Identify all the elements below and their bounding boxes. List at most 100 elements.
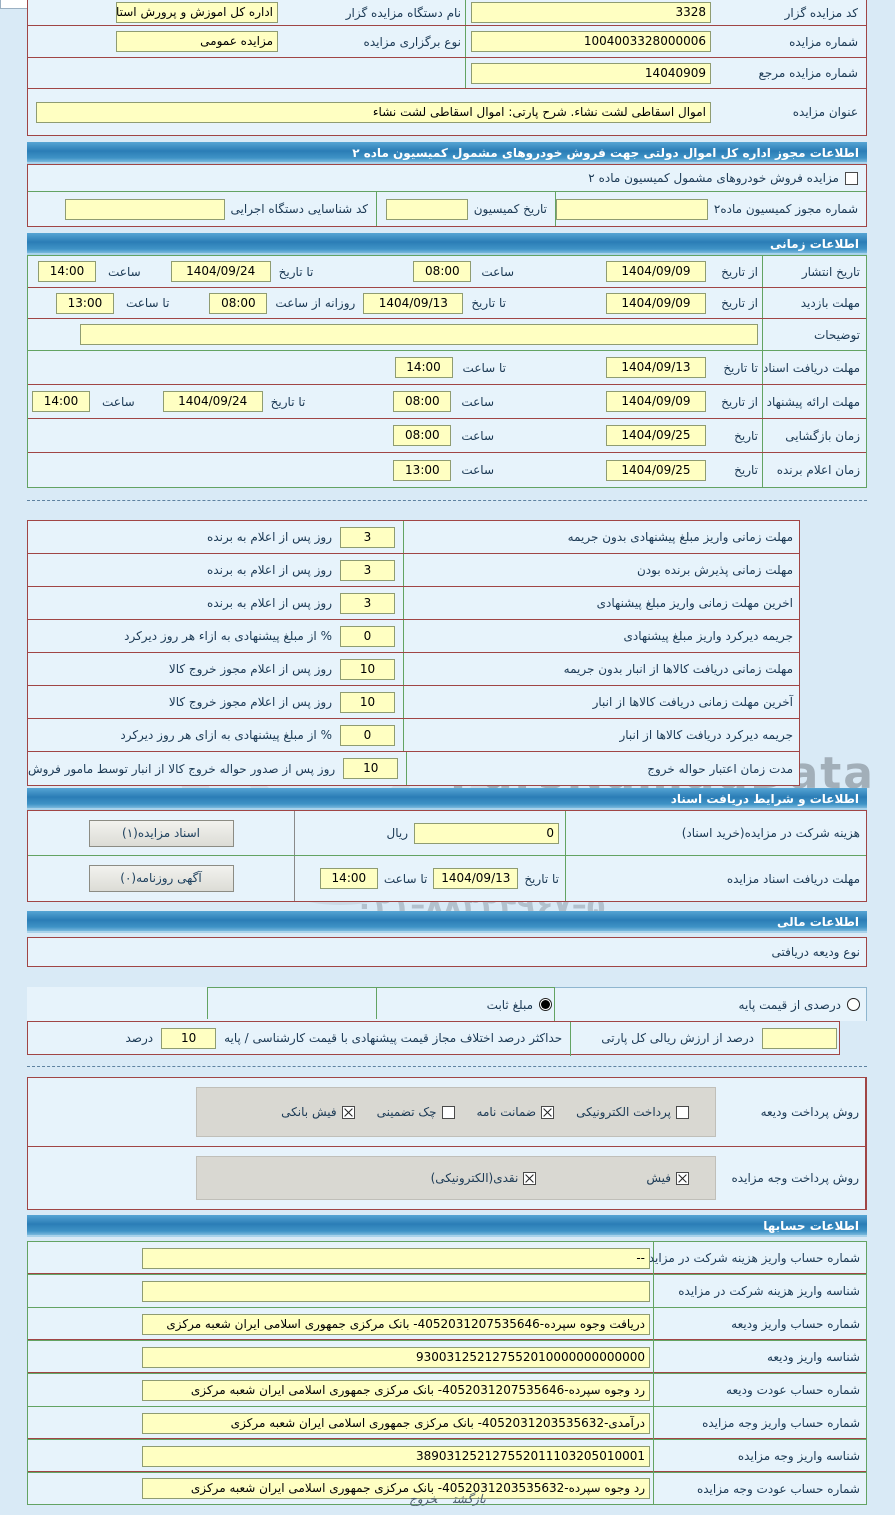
- publish-hour1-label: ساعت: [481, 264, 514, 279]
- winner-hour-input[interactable]: 13:00: [393, 459, 452, 481]
- auction-title-input[interactable]: اموال اسقاطی لشت نشاء. شرح پارتی: اموال …: [36, 101, 711, 123]
- auction-payment-panel: فیش نقدی(الکترونیکی): [196, 1156, 716, 1200]
- description-input[interactable]: [80, 324, 758, 345]
- commission-date-input[interactable]: [385, 198, 468, 220]
- account-label: شناسه واریز هزینه شرکت در مزایده: [653, 1275, 866, 1307]
- cash-electronic-checkbox[interactable]: [523, 1171, 537, 1185]
- offer-hour2-label: ساعت: [102, 394, 135, 409]
- back-link[interactable]: بازگشت: [453, 1492, 486, 1506]
- auction-number-input[interactable]: 1004003328000006: [471, 31, 711, 52]
- permit-checkbox-row: مزایده فروش خودروهای مشمول کمیسیون ماده …: [28, 165, 866, 192]
- electronic-payment-label: پرداخت الکترونیکی: [576, 1105, 671, 1119]
- reference-number-input[interactable]: 14040909: [471, 62, 711, 84]
- docs-deadline-date-input[interactable]: 1404/09/13: [606, 357, 706, 378]
- time-table: تاریخ انتشار از تاریخ 1404/09/09 ساعت 08…: [27, 255, 867, 351]
- guarantee-letter-checkbox[interactable]: [541, 1105, 555, 1119]
- publish-hour1-input[interactable]: 08:00: [413, 261, 472, 282]
- max-diff-input[interactable]: 10: [161, 1027, 217, 1049]
- bank-slip-checkbox[interactable]: [341, 1105, 355, 1119]
- visit-from-date-input[interactable]: 1404/09/09: [606, 292, 706, 314]
- auction-documents-button[interactable]: اسناد مزایده(۱): [88, 819, 234, 847]
- deadline-input[interactable]: 3: [340, 559, 395, 581]
- table-row: شناسه واریز وجه مزایده 38903125212755201…: [27, 1439, 867, 1472]
- deadline-input[interactable]: 10: [340, 658, 395, 680]
- percent-of-total-input[interactable]: [762, 1027, 837, 1049]
- publish-from-date-input[interactable]: 1404/09/09: [606, 261, 706, 282]
- section-header-docs: اطلاعات و شرایط دریافت اسناد: [27, 788, 867, 810]
- winner-row: زمان اعلام برنده تاریخ 1404/09/25 ساعت 1…: [28, 453, 866, 487]
- table-row: اخرین مهلت زمانی واریز مبلغ پیشنهادی 3 رو…: [28, 587, 799, 620]
- time-table-2: مهلت دریافت اسناد تا تاریخ 1404/09/13 تا…: [27, 351, 867, 488]
- offer-to-date-input[interactable]: 1404/09/24: [162, 391, 263, 412]
- deadline-input[interactable]: 3: [340, 526, 395, 548]
- opening-hour-input[interactable]: 08:00: [393, 425, 452, 446]
- account-input[interactable]: 389031252127552011103205010001: [142, 1445, 650, 1467]
- docs-deadline-hour-input[interactable]: 14:00: [394, 357, 453, 378]
- account-input[interactable]: رد وجوه سپرده-4052031207535646- بانک مرک…: [142, 1379, 650, 1401]
- account-input[interactable]: دریافت وجوه سپرده-4052031207535646- بانک…: [142, 1313, 650, 1335]
- permit-number-input[interactable]: [556, 198, 708, 220]
- electronic-payment-checkbox[interactable]: [676, 1105, 689, 1119]
- deadline-input[interactable]: 10: [343, 758, 399, 779]
- deadline-suffix: روز پس از اعلام به برنده: [207, 596, 332, 610]
- fixed-amount-radio[interactable]: [539, 998, 552, 1011]
- docs-deadline2-label: مهلت دریافت اسناد مزایده: [726, 871, 860, 886]
- visit-until-hour-input[interactable]: 13:00: [55, 292, 114, 314]
- account-input[interactable]: رد وجوه سپرده-4052031203535632- بانک مرک…: [142, 1478, 650, 1499]
- auction-header-table: کد مزایده گزار 3328 نام دستگاه مزایده گز…: [27, 0, 867, 136]
- account-input[interactable]: [142, 1280, 650, 1302]
- deadline-input[interactable]: 10: [340, 691, 395, 713]
- deadline-label: مدت زمان اعتبار حواله خروج: [406, 752, 799, 785]
- publish-row: تاریخ انتشار از تاریخ 1404/09/09 ساعت 08…: [28, 256, 866, 288]
- visit-until-label: تا ساعت: [125, 296, 170, 310]
- slip-checkbox[interactable]: [676, 1171, 689, 1185]
- commission-auction-checkbox[interactable]: [845, 171, 858, 185]
- docs-deadline2-date-input[interactable]: 1404/09/13: [433, 868, 519, 889]
- newspaper-ad-button[interactable]: آگهی روزنامه(۰): [88, 865, 234, 892]
- publish-from-label: از تاریخ: [721, 264, 758, 279]
- fixed-amount-label: مبلغ ثابت: [486, 997, 533, 1012]
- account-input[interactable]: --: [142, 1247, 650, 1269]
- table-row: شماره حساب واریز ودیعه دریافت وجوه سپرده…: [27, 1307, 867, 1340]
- docs-deadline2-hour-input[interactable]: 14:00: [319, 868, 378, 889]
- percent-of-base-radio[interactable]: [847, 998, 860, 1011]
- deadline-input[interactable]: 0: [340, 724, 395, 746]
- offer-hour2-input[interactable]: 14:00: [32, 391, 90, 412]
- agency-id-label: کد شناسایی دستگاه اجرایی: [230, 202, 368, 216]
- publish-to-date-input[interactable]: 1404/09/24: [170, 261, 271, 282]
- auction-payment-row: روش پرداخت وجه مزایده فیش نقدی(الکترونیک…: [27, 1147, 867, 1210]
- max-diff-unit-label: درصد: [125, 1031, 154, 1045]
- visit-label: مهلت بازدید: [762, 288, 866, 318]
- visit-daily-hour-input[interactable]: 08:00: [209, 292, 268, 314]
- deposit-type-label: نوع ودیعه دریافتی: [27, 937, 867, 967]
- offer-hour1-input[interactable]: 08:00: [393, 391, 452, 412]
- slip-label: فیش: [646, 1171, 671, 1185]
- exit-link[interactable]: خروج: [409, 1492, 438, 1506]
- table-row: شماره مزایده مرجع 14040909: [28, 58, 866, 89]
- agency-name-input[interactable]: اداره کل اموزش و پرورش استا: [116, 2, 278, 23]
- empty-amount-cell: [207, 987, 377, 1019]
- offer-from-date-input[interactable]: 1404/09/09: [606, 391, 706, 412]
- visit-to-date-input[interactable]: 1404/09/13: [363, 292, 464, 314]
- agency-id-input[interactable]: [64, 198, 225, 220]
- table-row: کد مزایده گزار 3328 نام دستگاه مزایده گز…: [28, 0, 866, 26]
- certified-check-checkbox[interactable]: [441, 1105, 455, 1119]
- winner-date-input[interactable]: 1404/09/25: [606, 459, 706, 481]
- deposit-payment-panel: پرداخت الکترونیکی ضمانت نامه چک تضمینی ف…: [196, 1087, 716, 1137]
- deadline-input[interactable]: 0: [340, 625, 395, 647]
- visit-row: مهلت بازدید از تاریخ 1404/09/09 تا تاریخ…: [28, 288, 866, 319]
- table-row: عنوان مزایده اموال اسقاطی لشت نشاء. شرح …: [28, 89, 866, 135]
- deadline-input[interactable]: 3: [340, 592, 395, 614]
- account-input[interactable]: 930031252127552010000000000000: [142, 1346, 650, 1368]
- account-label: شناسه واریز وجه مزایده: [653, 1440, 866, 1472]
- section-header-permit: اطلاعات مجوز اداره کل اموال دولتی جهت فر…: [27, 142, 867, 164]
- publish-hour2-label: ساعت: [108, 264, 141, 279]
- auction-code-input[interactable]: 3328: [471, 2, 711, 23]
- opening-date-input[interactable]: 1404/09/25: [606, 425, 706, 446]
- publish-hour2-input[interactable]: 14:00: [38, 261, 96, 282]
- fee-input[interactable]: 0: [414, 822, 559, 844]
- account-input[interactable]: درآمدی-4052031203535632- بانک مرکزی جمهو…: [142, 1412, 650, 1434]
- auction-type-input[interactable]: مزایده عمومی: [116, 31, 278, 52]
- permit-fields-row: شماره مجوز کمیسیون ماده۲ تاریخ کمیسیون ک…: [28, 192, 866, 226]
- opening-date-label: تاریخ: [734, 428, 758, 443]
